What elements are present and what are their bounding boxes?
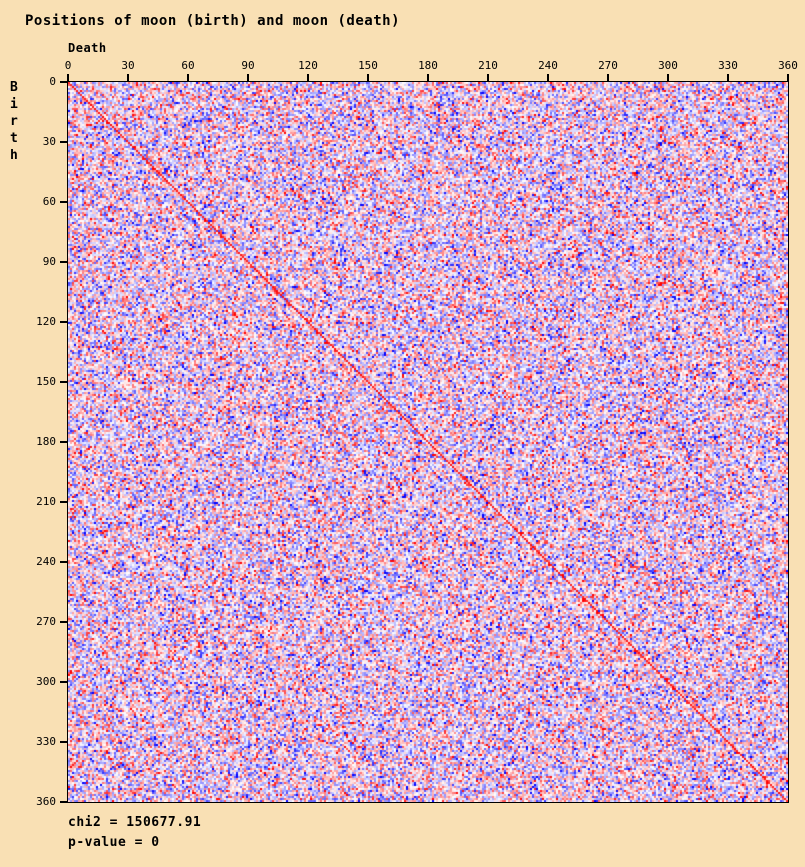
x-tick-label: 180 bbox=[418, 59, 438, 72]
x-tick-mark bbox=[727, 74, 729, 81]
y-tick-mark bbox=[60, 621, 67, 623]
x-tick-mark bbox=[547, 74, 549, 81]
x-tick-label: 300 bbox=[658, 59, 678, 72]
y-tick-label: 0 bbox=[49, 75, 56, 88]
x-tick-mark bbox=[247, 74, 249, 81]
y-axis-title-char: i bbox=[10, 97, 18, 112]
x-tick-label: 360 bbox=[778, 59, 798, 72]
y-tick-mark bbox=[60, 261, 67, 263]
chi2-value-text: chi2 = 150677.91 bbox=[68, 815, 202, 830]
y-tick-mark bbox=[60, 321, 67, 323]
y-tick-label: 60 bbox=[42, 195, 56, 208]
y-tick-mark bbox=[60, 741, 67, 743]
heatmap-frame bbox=[67, 81, 789, 803]
y-axis-title-char: t bbox=[10, 131, 18, 146]
x-axis-title: Death bbox=[68, 41, 107, 55]
y-tick-mark bbox=[60, 501, 67, 503]
y-axis-title-char: B bbox=[10, 80, 18, 95]
y-tick-mark bbox=[60, 681, 67, 683]
y-tick-mark bbox=[60, 441, 67, 443]
x-tick-label: 210 bbox=[478, 59, 498, 72]
y-tick-mark bbox=[60, 141, 67, 143]
x-tick-label: 30 bbox=[121, 59, 135, 72]
x-tick-mark bbox=[487, 74, 489, 81]
y-tick-label: 300 bbox=[36, 675, 56, 688]
x-tick-mark bbox=[667, 74, 669, 81]
p-value-text: p-value = 0 bbox=[68, 835, 160, 850]
y-tick-label: 240 bbox=[36, 555, 56, 568]
y-tick-label: 360 bbox=[36, 795, 56, 808]
y-tick-mark bbox=[60, 801, 67, 803]
y-tick-label: 30 bbox=[42, 135, 56, 148]
y-tick-label: 150 bbox=[36, 375, 56, 388]
x-tick-label: 120 bbox=[298, 59, 318, 72]
x-tick-mark bbox=[367, 74, 369, 81]
y-tick-label: 210 bbox=[36, 495, 56, 508]
x-tick-mark bbox=[127, 74, 129, 81]
x-tick-label: 270 bbox=[598, 59, 618, 72]
x-tick-mark bbox=[67, 74, 69, 81]
y-tick-mark bbox=[60, 201, 67, 203]
x-tick-label: 330 bbox=[718, 59, 738, 72]
y-tick-mark bbox=[60, 381, 67, 383]
y-axis-title-char: h bbox=[10, 148, 18, 163]
x-tick-mark bbox=[787, 74, 789, 81]
x-tick-label: 0 bbox=[64, 59, 72, 72]
x-tick-label: 240 bbox=[538, 59, 558, 72]
y-tick-mark bbox=[60, 81, 67, 83]
x-tick-label: 90 bbox=[241, 59, 255, 72]
x-tick-mark bbox=[187, 74, 189, 81]
y-tick-label: 180 bbox=[36, 435, 56, 448]
y-tick-mark bbox=[60, 561, 67, 563]
x-tick-mark bbox=[427, 74, 429, 81]
y-axis-title-char: r bbox=[10, 114, 18, 129]
x-tick-label: 60 bbox=[181, 59, 195, 72]
heatmap-canvas bbox=[68, 82, 788, 802]
y-tick-label: 270 bbox=[36, 615, 56, 628]
y-tick-label: 120 bbox=[36, 315, 56, 328]
x-tick-label: 150 bbox=[358, 59, 378, 72]
chart-title: Positions of moon (birth) and moon (deat… bbox=[25, 13, 401, 29]
x-tick-mark bbox=[607, 74, 609, 81]
y-tick-label: 330 bbox=[36, 735, 56, 748]
x-tick-mark bbox=[307, 74, 309, 81]
y-tick-label: 90 bbox=[42, 255, 56, 268]
